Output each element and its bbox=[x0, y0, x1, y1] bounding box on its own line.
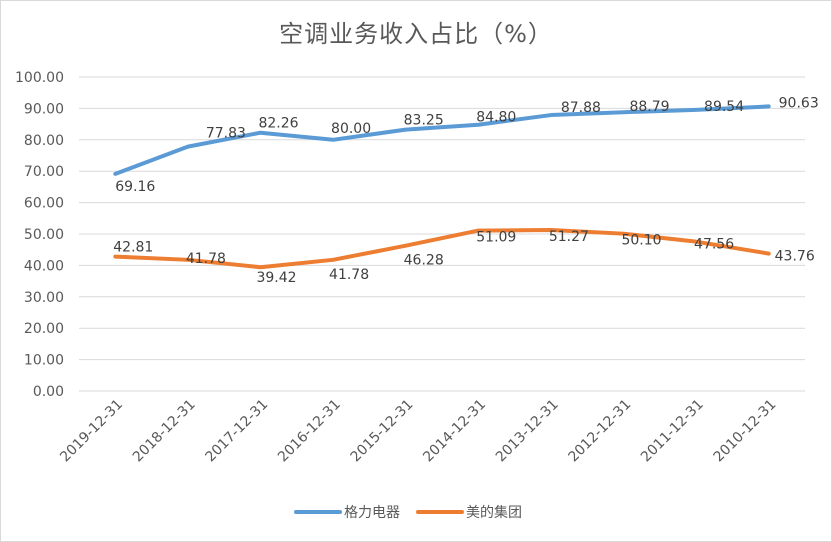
y-tick-label: 0.00 bbox=[33, 384, 64, 400]
y-tick-label: 30.00 bbox=[24, 290, 64, 306]
chart-title: 空调业务收入占比（%） bbox=[279, 20, 553, 48]
data-label: 50.10 bbox=[621, 233, 661, 249]
data-label: 77.83 bbox=[206, 126, 246, 142]
x-tick-label: 2016-12-31 bbox=[275, 397, 344, 466]
x-tick-label: 2011-12-31 bbox=[638, 397, 707, 466]
y-tick-label: 60.00 bbox=[24, 196, 64, 212]
data-label: 43.76 bbox=[775, 249, 815, 265]
y-tick-label: 80.00 bbox=[24, 133, 64, 149]
data-label: 41.78 bbox=[186, 251, 226, 267]
y-tick-label: 10.00 bbox=[24, 353, 64, 369]
data-label: 39.42 bbox=[256, 270, 296, 286]
data-label: 84.80 bbox=[476, 110, 516, 126]
data-label: 87.88 bbox=[561, 100, 601, 116]
y-tick-label: 50.00 bbox=[24, 227, 64, 243]
y-tick-label: 40.00 bbox=[24, 258, 64, 274]
data-label: 51.09 bbox=[476, 230, 516, 246]
x-tick-label: 2014-12-31 bbox=[420, 397, 489, 466]
y-tick-label: 100.00 bbox=[15, 70, 64, 86]
legend-label-1: 格力电器 bbox=[344, 505, 400, 521]
data-label: 90.63 bbox=[779, 95, 819, 111]
x-tick-label: 2010-12-31 bbox=[711, 397, 780, 466]
data-label: 89.54 bbox=[704, 99, 744, 115]
x-tick-label: 2019-12-31 bbox=[57, 397, 126, 466]
data-label: 83.25 bbox=[404, 113, 444, 129]
data-label: 51.27 bbox=[549, 229, 589, 245]
series-line-2 bbox=[113, 228, 771, 270]
x-tick-label: 2012-12-31 bbox=[565, 397, 634, 466]
data-label: 41.78 bbox=[329, 267, 369, 283]
data-label: 69.16 bbox=[115, 179, 155, 195]
x-tick-label: 2018-12-31 bbox=[130, 397, 199, 466]
y-tick-label: 70.00 bbox=[24, 164, 64, 180]
y-tick-label: 90.00 bbox=[24, 101, 64, 117]
legend-label-2: 美的集团 bbox=[466, 504, 522, 521]
data-label: 46.28 bbox=[404, 253, 444, 269]
data-label: 80.00 bbox=[331, 121, 371, 137]
x-tick-label: 2017-12-31 bbox=[202, 397, 271, 466]
data-label: 82.26 bbox=[258, 116, 298, 132]
series-line-1 bbox=[113, 104, 771, 176]
x-tick-label: 2013-12-31 bbox=[493, 397, 562, 466]
data-label: 88.79 bbox=[629, 99, 669, 115]
data-label: 42.81 bbox=[113, 240, 153, 256]
y-tick-label: 20.00 bbox=[24, 321, 64, 337]
data-label: 47.56 bbox=[694, 237, 734, 253]
x-tick-label: 2015-12-31 bbox=[348, 397, 417, 466]
